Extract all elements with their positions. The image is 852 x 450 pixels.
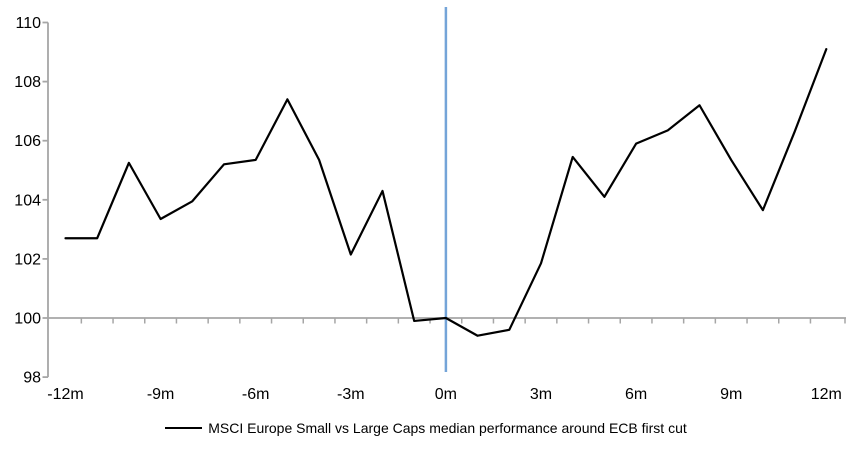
x-tick-label: 0m [435, 386, 457, 403]
y-tick-label: 98 [23, 370, 41, 387]
x-tick-label: 6m [625, 386, 647, 403]
x-tick-label: 12m [811, 386, 842, 403]
series-line-msci-small-vs-large [64, 47, 828, 337]
legend: MSCI Europe Small vs Large Caps median p… [0, 419, 852, 437]
y-tick-label: 100 [14, 311, 41, 328]
legend-label: MSCI Europe Small vs Large Caps median p… [208, 420, 687, 436]
y-tick-label: 104 [14, 192, 41, 209]
y-tick-label: 110 [15, 15, 41, 32]
x-tick-label: 3m [530, 386, 552, 403]
x-tick-label: -3m [337, 386, 365, 403]
x-tick-label: -9m [147, 386, 175, 403]
y-tick-label: 108 [14, 74, 41, 91]
x-tick-label: -6m [242, 386, 270, 403]
y-tick-label: 102 [14, 251, 41, 268]
x-tick-label: -12m [47, 386, 83, 403]
y-tick-label: 106 [14, 133, 41, 150]
legend-line-swatch [165, 427, 203, 429]
x-tick-label: 9m [720, 386, 742, 403]
